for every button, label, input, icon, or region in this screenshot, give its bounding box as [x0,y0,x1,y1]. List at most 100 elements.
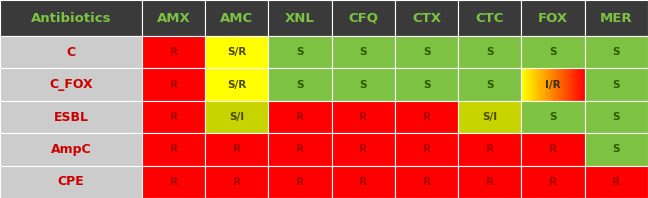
Text: R: R [296,112,304,122]
Bar [564,69,565,101]
Bar [529,69,530,101]
Text: R: R [170,144,178,154]
Bar [332,69,395,101]
Bar [546,69,547,101]
Bar [0,101,142,133]
Bar [570,69,572,101]
Bar [522,133,584,166]
Bar [579,69,581,101]
Text: AMX: AMX [157,11,191,25]
Text: R: R [170,112,178,122]
Bar [142,69,205,101]
Bar [542,69,543,101]
Bar [332,36,395,69]
Bar [545,69,546,101]
Bar [395,36,458,69]
Bar [458,36,522,69]
Text: R: R [296,177,304,187]
Text: C_FOX: C_FOX [49,78,93,91]
Text: R: R [612,177,620,187]
Bar [205,101,268,133]
Bar [552,69,553,101]
Text: R: R [233,177,241,187]
Bar [522,36,584,69]
Text: XNL: XNL [285,11,315,25]
Bar [534,69,535,101]
Bar [332,0,395,36]
Bar [395,0,458,36]
Bar [522,166,584,198]
Bar [537,69,538,101]
Bar [522,101,584,133]
Bar [458,69,522,101]
Bar [540,69,542,101]
Bar [576,69,578,101]
Bar [539,69,541,101]
Bar [564,69,566,101]
Text: S: S [296,80,304,90]
Bar [142,36,205,69]
Text: S: S [550,112,557,122]
Bar [547,69,548,101]
Text: R: R [360,112,367,122]
Bar [332,101,395,133]
Text: S: S [612,112,620,122]
Bar [553,69,555,101]
Text: S: S [486,47,494,57]
Bar [532,69,533,101]
Text: R: R [170,177,178,187]
Bar [528,69,529,101]
Bar [554,69,555,101]
Bar [561,69,562,101]
Bar [533,69,535,101]
Text: S/R: S/R [227,47,246,57]
Bar [142,0,205,36]
Bar [548,69,550,101]
Text: R: R [549,177,557,187]
Bar [566,69,567,101]
Text: S/I: S/I [229,112,244,122]
Bar [537,69,538,101]
Text: R: R [486,177,494,187]
Bar [575,69,577,101]
Bar [538,69,540,101]
Text: CTX: CTX [412,11,441,25]
Bar [584,101,648,133]
Bar [524,69,525,101]
Bar [531,69,533,101]
Bar [574,69,575,101]
Text: R: R [422,112,431,122]
Text: S: S [550,47,557,57]
Bar [205,69,268,101]
Bar [332,166,395,198]
Text: S: S [612,80,620,90]
Bar [530,69,531,101]
Bar [579,69,580,101]
Bar [573,69,575,101]
Bar [332,133,395,166]
Bar [142,133,205,166]
Bar [584,36,648,69]
Text: MER: MER [600,11,632,25]
Text: CTC: CTC [476,11,504,25]
Bar [527,69,528,101]
Bar [268,166,332,198]
Bar [0,133,142,166]
Bar [205,36,268,69]
Bar [584,0,648,36]
Bar [268,101,332,133]
Bar [522,69,524,101]
Bar [568,69,569,101]
Text: CFQ: CFQ [349,11,378,25]
Text: S/R: S/R [227,80,246,90]
Bar [522,69,523,101]
Bar [562,69,564,101]
Bar [268,69,332,101]
Bar [522,69,584,101]
Bar [0,166,142,198]
Bar [205,166,268,198]
Bar [268,0,332,36]
Bar [567,69,568,101]
Bar [395,166,458,198]
Bar [142,166,205,198]
